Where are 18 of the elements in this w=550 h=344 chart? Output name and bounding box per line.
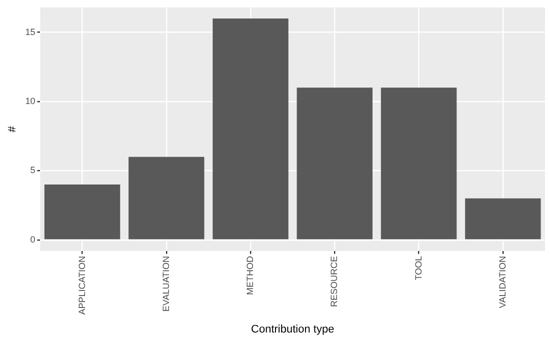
x-tick-label: RESOURCE [329, 256, 340, 307]
bar [296, 88, 373, 240]
bar [128, 156, 204, 240]
x-tick-label: APPLICATION [76, 256, 87, 315]
bar [465, 198, 541, 240]
bar [380, 88, 457, 240]
x-tick-label: EVALUATION [160, 256, 171, 312]
x-tick-label: TOOL [413, 256, 424, 280]
y-axis-title: # [6, 125, 19, 132]
bar [44, 184, 120, 240]
y-tick-label: 10 [25, 96, 36, 106]
y-tick-label: 5 [30, 165, 36, 176]
y-tick-label: 0 [30, 234, 36, 244]
bar [212, 18, 288, 240]
x-tick-label: METHOD [245, 255, 256, 295]
x-axis-title: Contribution type [251, 323, 334, 336]
x-tick-label: VALIDATION [497, 256, 508, 308]
y-tick-label: 15 [25, 26, 36, 37]
